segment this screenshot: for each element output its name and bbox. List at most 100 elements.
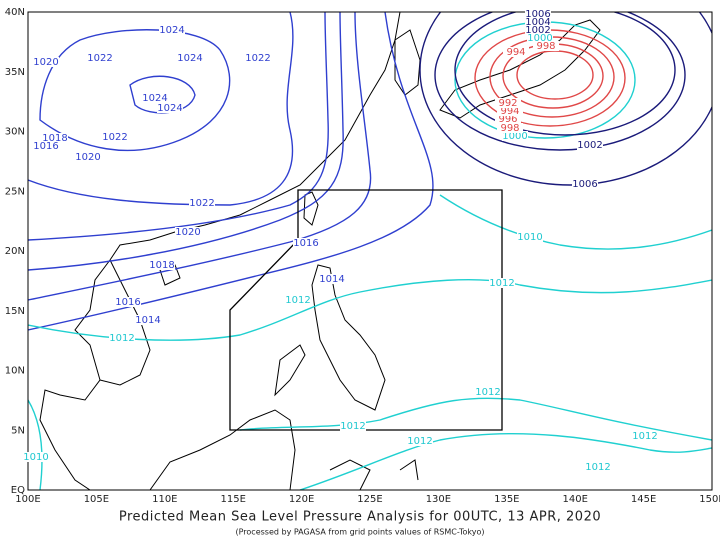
mainland-coast bbox=[39, 12, 401, 490]
y-axis-label: 15N bbox=[5, 306, 25, 317]
x-axis-label: 115E bbox=[220, 494, 245, 505]
isobar-label: 998 bbox=[536, 41, 555, 52]
label-background bbox=[525, 25, 551, 35]
isobar-label: 1002 bbox=[525, 25, 550, 36]
x-axis-label: 145E bbox=[631, 494, 656, 505]
x-axis-label: 125E bbox=[357, 494, 382, 505]
isobar-label: 1000 bbox=[502, 131, 527, 142]
label-background bbox=[175, 227, 201, 237]
x-axis-label: 120E bbox=[289, 494, 314, 505]
x-axis-label: 110E bbox=[152, 494, 177, 505]
label-background bbox=[135, 315, 161, 325]
label-background bbox=[502, 131, 528, 141]
isobar-label: 1014 bbox=[319, 274, 344, 285]
isobar-label: 1012 bbox=[340, 421, 365, 432]
y-axis-label: 35N bbox=[5, 67, 25, 78]
x-axis-label: 140E bbox=[562, 494, 587, 505]
sulawesi bbox=[329, 459, 419, 490]
label-background bbox=[33, 57, 59, 67]
label-background bbox=[585, 462, 611, 472]
label-background bbox=[87, 53, 113, 63]
label-background bbox=[533, 41, 559, 51]
korea bbox=[394, 29, 421, 96]
isobar-label: 1000 bbox=[527, 33, 552, 44]
label-background bbox=[33, 141, 59, 151]
isobar-label: 1020 bbox=[33, 57, 58, 68]
isobar-label: 1010 bbox=[517, 232, 542, 243]
label-background bbox=[177, 53, 203, 63]
label-background bbox=[577, 140, 603, 150]
high-isobars bbox=[28, 12, 434, 331]
label-background bbox=[142, 93, 168, 103]
isobar-label: 1012 bbox=[585, 462, 610, 473]
label-background bbox=[115, 297, 141, 307]
isobar bbox=[28, 12, 329, 241]
isobar bbox=[39, 29, 231, 152]
isobar-label: 1012 bbox=[285, 295, 310, 306]
y-axis-label: 25N bbox=[5, 186, 25, 197]
y-axis-label: 5N bbox=[11, 425, 25, 436]
x-axis-label: 150E bbox=[699, 494, 720, 505]
label-background bbox=[489, 278, 515, 288]
x-axis-label: 105E bbox=[84, 494, 109, 505]
label-background bbox=[149, 260, 175, 270]
isobar-label: 1020 bbox=[175, 227, 200, 238]
label-background bbox=[497, 123, 523, 133]
y-axis-label: EQ bbox=[11, 485, 25, 496]
isobar-label: 1024 bbox=[157, 103, 182, 114]
label-background bbox=[525, 9, 551, 19]
y-axis-label: 30N bbox=[5, 127, 25, 138]
label-background bbox=[75, 152, 101, 162]
isobar-label: 1014 bbox=[135, 315, 160, 326]
isobar bbox=[28, 12, 372, 301]
isobar-label: 996 bbox=[498, 114, 517, 125]
isobar-label: 998 bbox=[500, 123, 519, 134]
isobar bbox=[454, 12, 676, 136]
isobar-label: 1002 bbox=[577, 140, 602, 151]
y-axis-label: 20N bbox=[5, 246, 25, 257]
isobar-label: 992 bbox=[498, 98, 517, 109]
x-axis-label: 130E bbox=[426, 494, 451, 505]
label-background bbox=[497, 106, 523, 116]
plot bbox=[28, 12, 712, 490]
taiwan bbox=[303, 191, 319, 226]
label-background bbox=[293, 238, 319, 248]
label-background bbox=[495, 98, 521, 108]
label-background bbox=[157, 103, 183, 113]
isobar bbox=[28, 399, 43, 490]
label-background bbox=[475, 387, 501, 397]
subtitle: (Processed by PAGASA from grid points va… bbox=[235, 528, 484, 537]
isobar-label: 1024 bbox=[159, 25, 184, 36]
philippines bbox=[274, 264, 386, 411]
isobar-label: 994 bbox=[500, 106, 519, 117]
y-axis-label: 10N bbox=[5, 366, 25, 377]
low-isobars bbox=[419, 12, 712, 186]
isobar bbox=[28, 12, 294, 206]
isobar-label: 1004 bbox=[525, 17, 550, 28]
label-background bbox=[189, 198, 215, 208]
isobar-label: 1012 bbox=[407, 436, 432, 447]
label-background bbox=[109, 333, 135, 343]
isobar-label: 1022 bbox=[102, 132, 127, 143]
isobar bbox=[299, 433, 712, 490]
x-axis-label: 100E bbox=[15, 494, 40, 505]
label-background bbox=[632, 431, 658, 441]
label-background bbox=[572, 179, 598, 189]
isobar-label: 1006 bbox=[525, 9, 550, 20]
label-background bbox=[245, 53, 271, 63]
isobar-label: 1022 bbox=[87, 53, 112, 64]
isobar-label: 1020 bbox=[75, 152, 100, 163]
isobar-label: 1016 bbox=[33, 141, 58, 152]
isobar-label: 1024 bbox=[177, 53, 202, 64]
isobar bbox=[434, 12, 686, 151]
isobar-label: 1012 bbox=[109, 333, 134, 344]
isobar-label: 1012 bbox=[475, 387, 500, 398]
isobar bbox=[28, 12, 434, 331]
x-axis-label: 135E bbox=[494, 494, 519, 505]
isobar-label: 1018 bbox=[149, 260, 174, 271]
label-background bbox=[495, 114, 521, 124]
label-background bbox=[285, 295, 311, 305]
label-background bbox=[23, 452, 49, 462]
